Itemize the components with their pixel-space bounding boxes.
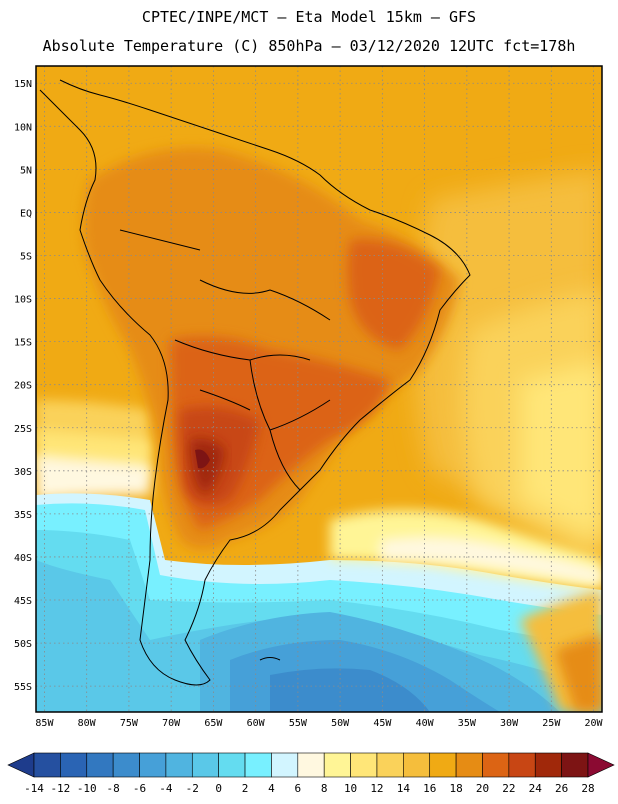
colorbar-swatch xyxy=(112,752,140,778)
colorbar-swatch xyxy=(455,752,483,778)
colorbar-swatch xyxy=(561,752,589,778)
colorbar-swatch xyxy=(350,752,378,778)
colorbar-swatch xyxy=(271,752,299,778)
longitude-tick-label: 85W xyxy=(35,718,54,729)
colorbar xyxy=(7,752,615,778)
latitude-labels: 15N 10N 5N EQ 5S 10S 15S 20S 25S 30S 35S 40S 45S 50S 5… xyxy=(14,79,32,693)
colorbar-swatch xyxy=(218,752,246,778)
colorbar-tick-label: 26 xyxy=(555,782,568,795)
latitude-tick-label: 55S xyxy=(14,682,32,693)
latitude-tick-label: 20S xyxy=(14,381,32,392)
colorbar-swatch xyxy=(33,752,61,778)
colorbar-swatch xyxy=(323,752,351,778)
colorbar-tick-label: 2 xyxy=(242,782,249,795)
coastline-outline xyxy=(39,79,471,686)
colorbar-labels: -14 -12 -10 -8 -6 -4 -2 0 2 4 6 8 10 12 14 16 18 20 22 24 26… xyxy=(24,782,595,795)
colorbar-tick-label: 20 xyxy=(476,782,489,795)
colorbar-min-arrow xyxy=(7,752,35,778)
longitude-tick-label: 65W xyxy=(204,718,223,729)
colorbar-swatch xyxy=(60,752,88,778)
colorbar-tick-label: -4 xyxy=(159,782,173,795)
colorbar-tick-label: 4 xyxy=(268,782,275,795)
colorbar-tick-label: -8 xyxy=(107,782,120,795)
colorbar-swatch xyxy=(376,752,404,778)
colorbar-tick-label: 12 xyxy=(370,782,383,795)
latitude-tick-label: 15N xyxy=(14,79,32,90)
colorbar-swatch xyxy=(244,752,272,778)
latitude-tick-label: 30S xyxy=(14,467,32,478)
colorbar-swatch xyxy=(165,752,193,778)
colorbar-swatch xyxy=(534,752,562,778)
longitude-tick-label: 80W xyxy=(78,718,97,729)
map-frame xyxy=(35,65,603,713)
latitude-tick-label: 45S xyxy=(14,596,32,607)
latitude-tick-label: 40S xyxy=(14,553,32,564)
latitude-tick-label: 10N xyxy=(14,122,32,133)
longitude-tick-label: 75W xyxy=(120,718,139,729)
title-line-1: CPTEC/INPE/MCT – Eta Model 15km – GFS xyxy=(142,8,476,26)
colorbar-tick-label: 14 xyxy=(397,782,411,795)
colorbar-swatch xyxy=(191,752,219,778)
colorbar-tick-label: -10 xyxy=(77,782,97,795)
longitude-tick-label: 45W xyxy=(373,718,392,729)
colorbar-tick-label: 0 xyxy=(215,782,222,795)
longitude-tick-label: 55W xyxy=(289,718,308,729)
colorbar-tick-label: -2 xyxy=(186,782,199,795)
colorbar-tick-label: 22 xyxy=(502,782,515,795)
longitude-tick-label: 50W xyxy=(331,718,350,729)
latitude-tick-label: 35S xyxy=(14,510,32,521)
longitude-tick-label: 40W xyxy=(416,718,435,729)
temperature-field xyxy=(36,66,602,712)
colorbar-tick-label: -6 xyxy=(133,782,146,795)
colorbar-swatch xyxy=(403,752,431,778)
latitude-tick-label: 5N xyxy=(20,165,32,176)
longitude-tick-label: 20W xyxy=(585,718,604,729)
colorbar-swatch xyxy=(139,752,167,778)
longitude-tick-label: 35W xyxy=(458,718,477,729)
colorbar-max-arrow xyxy=(587,752,615,778)
colorbar-tick-label: -14 xyxy=(24,782,44,795)
colorbar-tick-label: 16 xyxy=(423,782,436,795)
longitude-tick-label: 25W xyxy=(542,718,561,729)
latitude-tick-label: 10S xyxy=(14,295,32,306)
latitude-tick-label: 50S xyxy=(14,639,32,650)
colorbar-tick-label: 28 xyxy=(581,782,594,795)
latitude-tick-label: EQ xyxy=(20,208,32,219)
colorbar-tick-label: 10 xyxy=(344,782,357,795)
colorbar-swatch xyxy=(482,752,510,778)
longitude-tick-label: 60W xyxy=(247,718,266,729)
colorbar-swatch xyxy=(508,752,536,778)
latitude-tick-label: 25S xyxy=(14,424,32,435)
latitude-tick-label: 15S xyxy=(14,338,32,349)
longitude-tick-label: 30W xyxy=(500,718,519,729)
colorbar-swatch xyxy=(86,752,114,778)
title-line-2: Absolute Temperature (C) 850hPa – 03/12/… xyxy=(43,37,576,55)
colorbar-tick-label: 24 xyxy=(529,782,543,795)
longitude-labels: 85W 80W 75W 70W 65W 60W 55W 50W 45W 40W 35W 30W 25W 2… xyxy=(35,718,603,729)
longitude-tick-label: 70W xyxy=(162,718,181,729)
colorbar-tick-label: 8 xyxy=(321,782,328,795)
colorbar-swatch xyxy=(429,752,457,778)
latitude-tick-label: 5S xyxy=(20,251,32,262)
colorbar-tick-label: 6 xyxy=(294,782,301,795)
colorbar-tick-label: 18 xyxy=(449,782,462,795)
colorbar-swatch xyxy=(297,752,325,778)
colorbar-tick-label: -12 xyxy=(50,782,70,795)
